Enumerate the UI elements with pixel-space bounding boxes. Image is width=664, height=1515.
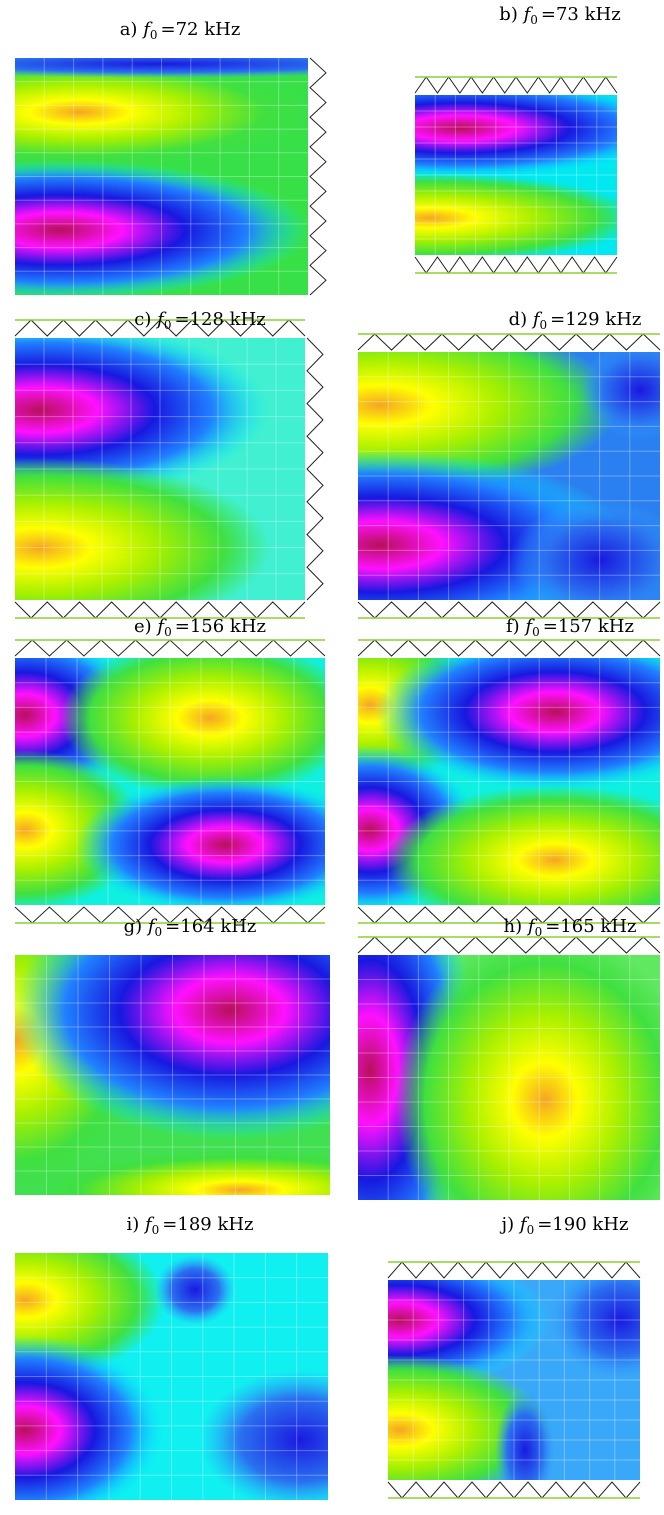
field-lobe <box>40 1150 330 1195</box>
panel-label: i) f0 =189 kHz <box>126 1214 253 1237</box>
frequency-subscript: 0 <box>155 925 163 939</box>
frequency-value: =72 kHz <box>161 19 241 40</box>
mesh <box>357 639 661 657</box>
frequency-value: =190 kHz <box>537 1214 628 1235</box>
panel-label: a) f0 =72 kHz <box>120 19 241 42</box>
field-lobe <box>580 352 660 440</box>
panel-label: d) f0 =129 kHz <box>509 309 642 332</box>
frequency-value: =156 kHz <box>175 616 266 637</box>
frequency-value: =73 kHz <box>541 4 621 25</box>
frequency-value: =164 kHz <box>165 916 256 937</box>
field-lobe <box>510 500 660 600</box>
mode-panel: b) f0 =73 kHz <box>414 4 621 274</box>
panel-label: e) f0 =156 kHz <box>134 616 266 639</box>
panel-letter: h) <box>504 916 523 937</box>
contour-field <box>358 352 660 600</box>
field-lobe <box>15 955 330 1140</box>
frequency-value: =128 kHz <box>174 309 265 330</box>
mode-panel: e) f0 =156 kHz <box>14 616 326 924</box>
frequency-subscript: 0 <box>164 625 172 639</box>
field-lobe <box>550 1280 640 1380</box>
panel-letter: j) <box>500 1214 515 1235</box>
panel-letter: g) <box>124 916 143 937</box>
field-lobe <box>415 95 617 178</box>
frequency-value: =165 kHz <box>545 916 636 937</box>
frequency-subscript: 0 <box>540 318 548 332</box>
mode-panel: a) f0 =72 kHz <box>15 19 327 296</box>
contour-field <box>15 58 308 295</box>
frequency-subscript: 0 <box>530 13 538 27</box>
mesh <box>387 1261 641 1279</box>
field-lobe <box>155 1255 235 1325</box>
mesh <box>387 1481 641 1499</box>
contour-field <box>15 1253 328 1500</box>
panel-label: b) f0 =73 kHz <box>499 4 620 27</box>
mesh <box>306 337 324 601</box>
panel-letter: c) <box>134 309 151 330</box>
panel-label: c) f0 =128 kHz <box>134 309 265 332</box>
panel-letter: d) <box>509 309 528 330</box>
frequency-value: =157 kHz <box>543 616 634 637</box>
mesh <box>14 639 326 657</box>
field-lobe <box>15 58 308 167</box>
panel-label: f) f0 =157 kHz <box>506 616 634 639</box>
mode-panel: d) f0 =129 kHz <box>357 309 661 619</box>
mesh <box>414 256 618 274</box>
panel-letter: f) <box>506 616 520 637</box>
frequency-value: =189 kHz <box>162 1214 253 1235</box>
panel-label: h) f0 =165 kHz <box>504 916 637 939</box>
field-lobe <box>75 775 325 905</box>
contour-field <box>15 955 330 1195</box>
field-lobe <box>200 1370 328 1500</box>
panel-letter: a) <box>120 19 138 40</box>
panel-letter: b) <box>499 4 518 25</box>
frequency-subscript: 0 <box>164 318 172 332</box>
frequency-subscript: 0 <box>527 1223 535 1237</box>
mode-panel: c) f0 =128 kHz <box>14 309 324 619</box>
field-lobe <box>495 1390 555 1480</box>
mesh <box>309 57 327 296</box>
frequency-subscript: 0 <box>152 1223 160 1237</box>
contour-field <box>388 1280 640 1480</box>
mode-panel: f) f0 =157 kHz <box>357 616 661 924</box>
field-lobe <box>375 658 660 792</box>
contour-field <box>15 658 325 905</box>
mode-panel: h) f0 =165 kHz <box>357 916 661 1200</box>
contour-field <box>358 955 660 1200</box>
mode-panel: i) f0 =189 kHz <box>15 1214 328 1500</box>
field-lobe <box>15 458 270 600</box>
mesh <box>357 333 661 351</box>
panel-label: j) f0 =190 kHz <box>500 1214 629 1237</box>
mode-panel: g) f0 =164 kHz <box>15 916 330 1195</box>
field-lobe <box>395 955 660 1200</box>
panel-letter: e) <box>134 616 152 637</box>
mesh <box>414 76 618 94</box>
contour-field <box>415 95 617 255</box>
contour-field <box>15 338 305 600</box>
field-lobe <box>415 173 617 255</box>
field-lobe <box>385 785 660 905</box>
panel-label: g) f0 =164 kHz <box>124 916 257 939</box>
frequency-subscript: 0 <box>535 925 543 939</box>
field-lobe <box>15 58 308 78</box>
frequency-subscript: 0 <box>532 625 540 639</box>
mode-panel: j) f0 =190 kHz <box>387 1214 641 1499</box>
contour-field <box>358 658 660 905</box>
frequency-subscript: 0 <box>150 28 158 42</box>
field-lobe <box>60 658 325 798</box>
mesh <box>357 936 661 954</box>
frequency-value: =129 kHz <box>550 309 641 330</box>
field-lobe <box>15 1335 165 1500</box>
field-lobe <box>15 160 308 295</box>
panel-letter: i) <box>126 1214 139 1235</box>
